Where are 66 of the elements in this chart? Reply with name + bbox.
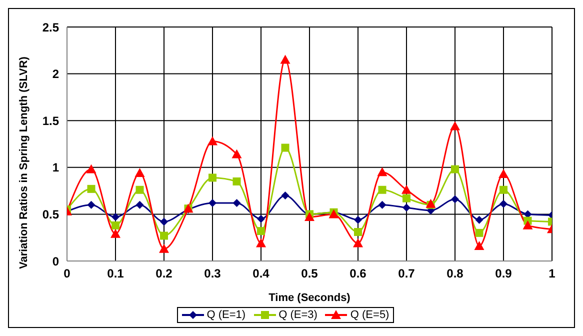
x-tick-label: 0.7 (398, 266, 416, 281)
y-tick-label: 0.5 (42, 207, 60, 222)
x-tick-label: 0.1 (107, 266, 124, 281)
point (232, 149, 242, 158)
point (304, 212, 314, 222)
point (377, 167, 388, 176)
point (474, 241, 484, 250)
point (451, 195, 459, 204)
point (402, 194, 410, 202)
x-tick-label: 0.9 (495, 266, 512, 281)
point (475, 228, 484, 237)
point (378, 200, 386, 209)
y-tick-label: 1.5 (42, 114, 60, 128)
point (354, 216, 362, 224)
point (402, 204, 410, 212)
point (136, 200, 144, 209)
point (281, 144, 290, 152)
x-tick-label: 0.3 (204, 266, 222, 281)
x-tick-label: 0.8 (446, 266, 464, 281)
x-tick-label: 0.6 (350, 266, 367, 281)
point (160, 232, 168, 240)
point (86, 164, 96, 174)
y-axis-title: Variation Ratios in Spring Length (SLVR) (18, 56, 30, 269)
point (87, 184, 96, 193)
point (257, 214, 265, 223)
x-tick-label: 0 (64, 266, 71, 281)
point (134, 168, 145, 178)
point (378, 186, 386, 194)
point (136, 186, 144, 194)
point (500, 186, 508, 194)
x-tick-label: 1 (548, 266, 556, 281)
point (256, 238, 266, 248)
x-axis-title: Time (Seconds) (268, 292, 351, 304)
point (87, 200, 96, 209)
y-tick-label: 2.5 (42, 20, 60, 34)
point (475, 216, 484, 224)
point (208, 136, 218, 146)
point (451, 165, 459, 174)
point (522, 220, 533, 230)
point (160, 218, 168, 226)
point (353, 238, 363, 248)
legend-label: Q (E=1) (206, 309, 246, 321)
point (112, 213, 120, 222)
point (402, 184, 412, 194)
point (498, 168, 508, 178)
y-tick-label: 0 (52, 254, 60, 268)
point (450, 121, 460, 130)
point (500, 200, 508, 208)
point (281, 191, 290, 200)
point (354, 228, 362, 236)
y-tick-label: 1 (52, 160, 60, 175)
point (110, 228, 120, 238)
x-tick-label: 0.4 (252, 266, 270, 281)
point (208, 174, 216, 182)
legend-label: Q (E=3) (278, 309, 318, 321)
point (159, 244, 169, 253)
point (280, 54, 290, 64)
point (112, 221, 120, 230)
point (257, 227, 265, 236)
y-tick-label: 2 (52, 67, 60, 82)
x-tick-label: 0.2 (156, 266, 173, 281)
legend-label: Q (E=5) (349, 309, 390, 321)
point (208, 198, 216, 207)
point (232, 177, 241, 186)
point (232, 198, 241, 207)
x-tick-label: 0.5 (301, 266, 318, 281)
